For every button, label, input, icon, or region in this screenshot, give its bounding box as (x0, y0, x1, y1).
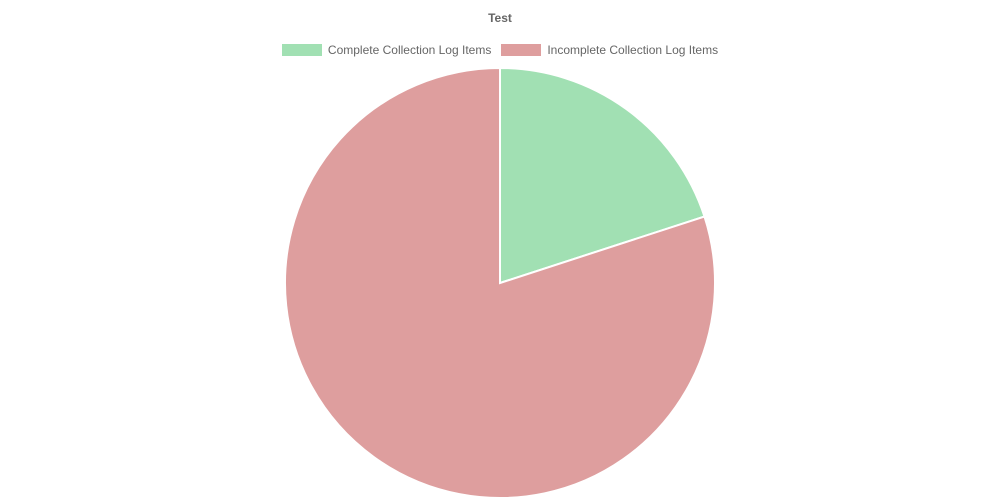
pie-slice-incomplete[interactable] (284, 66, 716, 499)
legend-label-complete: Complete Collection Log Items (327, 43, 492, 57)
chart-title: Test (488, 11, 512, 25)
legend-item-complete[interactable]: Complete Collection Log Items (281, 43, 492, 57)
legend-swatch-incomplete (501, 44, 542, 56)
legend-swatch-complete (281, 44, 322, 56)
legend-item-incomplete[interactable]: Incomplete Collection Log Items (501, 43, 718, 57)
legend: Complete Collection Log Items Incomplete… (0, 43, 1000, 57)
pie-slice-complete[interactable] (499, 66, 706, 285)
legend-label-incomplete: Incomplete Collection Log Items (547, 43, 719, 57)
